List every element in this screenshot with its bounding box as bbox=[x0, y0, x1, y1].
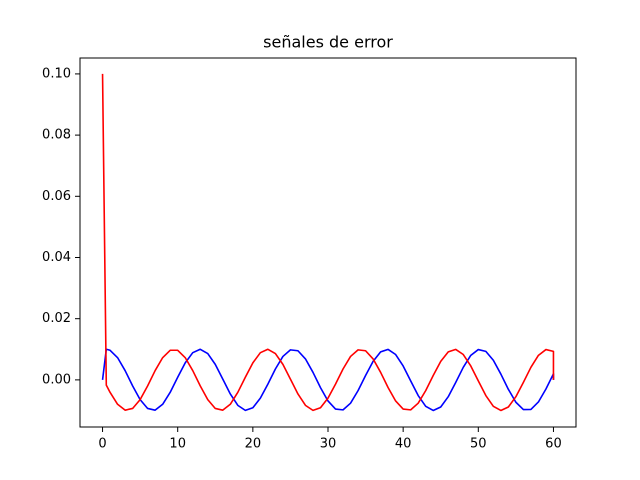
x-tick-label: 50 bbox=[470, 437, 487, 452]
x-tick-label: 60 bbox=[545, 437, 562, 452]
x-tick-label: 20 bbox=[245, 437, 262, 452]
series-line bbox=[101, 348, 555, 412]
y-tick-label: 0.10 bbox=[42, 66, 71, 81]
chart-title: señales de error bbox=[263, 33, 393, 52]
y-tick-label: 0.00 bbox=[42, 372, 71, 387]
y-tick-label: 0.06 bbox=[42, 189, 71, 204]
axes-frame bbox=[79, 57, 577, 428]
y-tick-label: 0.08 bbox=[42, 128, 71, 143]
y-tick-label: 0.02 bbox=[42, 311, 71, 326]
x-tick-label: 40 bbox=[395, 437, 412, 452]
x-tick-label: 0 bbox=[98, 437, 106, 452]
x-tick-label: 30 bbox=[320, 437, 337, 452]
series-line bbox=[101, 73, 555, 412]
x-tick-label: 10 bbox=[169, 437, 186, 452]
y-tick-label: 0.04 bbox=[42, 250, 71, 265]
